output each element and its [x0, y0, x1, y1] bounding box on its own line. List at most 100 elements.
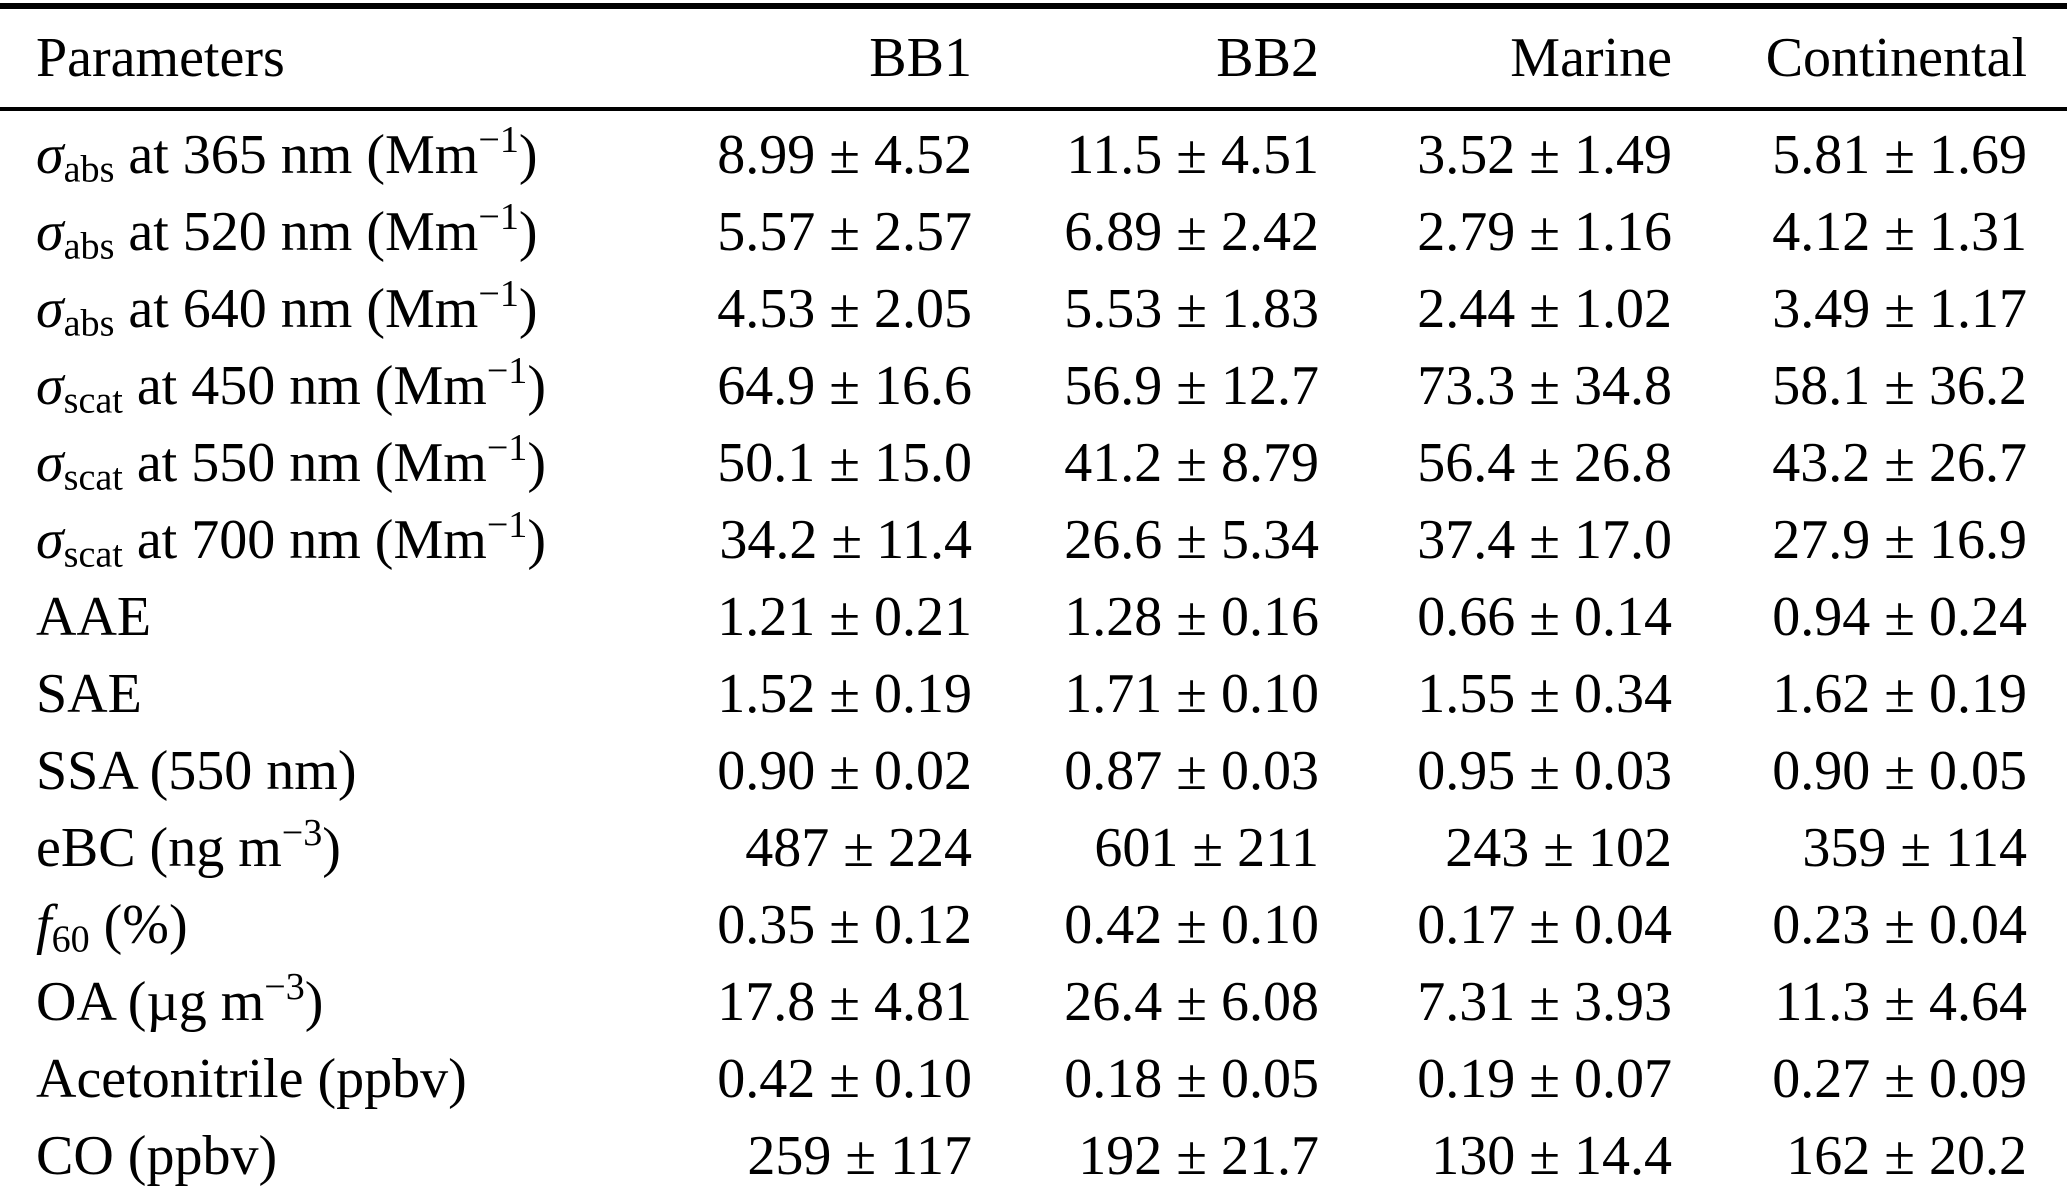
value-marine-f60: 0.17 ± 0.04 — [1417, 894, 1672, 956]
value-bb1-sigma-scat-700nm: 34.2 ± 11.4 — [719, 509, 972, 571]
label-fragment: 60 — [51, 918, 90, 961]
value-marine-co: 130 ± 14.4 — [1431, 1125, 1672, 1187]
param-label-ebc: eBC (ng m−3) — [0, 804, 680, 881]
value-bb2-oa: 26.4 ± 6.08 — [1064, 971, 1319, 1033]
column-header-bb1: BB1 — [680, 9, 973, 111]
table-row-sigma-abs-640nm: σabs at 640 nm (Mm−1) 4.53 ± 2.05 5.53 ± 1… — [0, 265, 2067, 342]
column-header-marine: Marine — [1320, 9, 1673, 111]
param-label-f60: f60 (%) — [0, 881, 680, 958]
value-continental-sigma-abs-365nm: 5.81 ± 1.69 — [1772, 124, 2027, 186]
param-label-sigma-scat-550nm: σscat at 550 nm (Mm−1) — [0, 419, 680, 496]
table-row-ebc: eBC (ng m−3) 487 ± 224 601 ± 211 243 ± 102 3… — [0, 804, 2067, 881]
param-label-sigma-scat-450nm: σscat at 450 nm (Mm−1) — [0, 342, 680, 419]
label-fragment: (%) — [89, 894, 188, 956]
value-bb1-sigma-abs-640nm: 4.53 ± 2.05 — [717, 278, 972, 340]
label-fragment: σ — [36, 432, 64, 494]
param-label-ssa-550nm: SSA (550 nm) — [0, 727, 680, 804]
label-fragment: at 520 nm (Mm — [114, 201, 479, 263]
label-fragment: −1 — [478, 119, 519, 162]
label-fragment: ) — [527, 432, 546, 494]
value-bb2-co: 192 ± 21.7 — [1078, 1125, 1319, 1187]
label-fragment: at 365 nm (Mm — [114, 124, 479, 186]
value-bb2-sae: 1.71 ± 0.10 — [1064, 663, 1319, 725]
value-continental-sigma-abs-520nm: 4.12 ± 1.31 — [1772, 201, 2027, 263]
label-fragment: ) — [518, 124, 538, 186]
label-fragment: σ — [36, 509, 64, 571]
label-fragment: −1 — [486, 504, 528, 547]
table-row-acetonitrile: Acetonitrile (ppbv) 0.42 ± 0.10 0.18 ± 0.0… — [0, 1035, 2067, 1112]
value-continental-acetonitrile: 0.27 ± 0.09 — [1772, 1048, 2027, 1110]
value-continental-ssa-550nm: 0.90 ± 0.05 — [1772, 740, 2027, 802]
column-header-bb2: BB2 — [973, 9, 1320, 111]
label-fragment: ) — [518, 278, 538, 340]
value-continental-aae: 0.94 ± 0.24 — [1772, 586, 2027, 648]
label-fragment: σ — [36, 355, 64, 417]
label-fragment: abs — [63, 302, 115, 345]
label-fragment: scat — [63, 379, 123, 422]
value-marine-aae: 0.66 ± 0.14 — [1417, 586, 1672, 648]
label-fragment: ) — [518, 201, 538, 263]
value-bb2-ebc: 601 ± 211 — [1094, 817, 1319, 879]
table-row-aae: AAE 1.21 ± 0.21 1.28 ± 0.16 0.66 ± 0.14 0.94… — [0, 573, 2067, 650]
value-marine-sigma-abs-365nm: 3.52 ± 1.49 — [1417, 124, 1672, 186]
label-fragment: abs — [63, 148, 115, 191]
value-marine-oa: 7.31 ± 3.93 — [1417, 971, 1672, 1033]
param-label-sigma-abs-520nm: σabs at 520 nm (Mm−1) — [0, 188, 680, 265]
label-fragment: ) — [527, 355, 546, 417]
label-fragment: Acetonitrile (ppbv) — [36, 1048, 467, 1110]
value-bb1-sae: 1.52 ± 0.19 — [717, 663, 972, 725]
value-bb2-sigma-scat-700nm: 26.6 ± 5.34 — [1064, 509, 1319, 571]
value-marine-acetonitrile: 0.19 ± 0.07 — [1417, 1048, 1672, 1110]
label-fragment: −1 — [486, 427, 528, 470]
value-bb1-aae: 1.21 ± 0.21 — [717, 586, 972, 648]
value-bb2-f60: 0.42 ± 0.10 — [1064, 894, 1319, 956]
value-bb1-oa: 17.8 ± 4.81 — [717, 971, 972, 1033]
label-fragment: −3 — [264, 966, 305, 1009]
value-bb1-sigma-abs-365nm: 8.99 ± 4.52 — [717, 124, 972, 186]
value-continental-ebc: 359 ± 114 — [1802, 817, 2027, 879]
label-fragment: −1 — [478, 273, 519, 316]
label-fragment: SAE — [36, 663, 142, 725]
parameters-table: Parameters BB1 BB2 Marine Continental σa… — [0, 3, 2067, 1199]
value-continental-co: 162 ± 20.2 — [1786, 1125, 2027, 1187]
label-fragment: σ — [36, 278, 64, 340]
value-bb1-ebc: 487 ± 224 — [745, 817, 972, 879]
label-fragment: σ — [36, 201, 64, 263]
value-bb2-sigma-scat-550nm: 41.2 ± 8.79 — [1064, 432, 1319, 494]
header-row: Parameters BB1 BB2 Marine Continental — [0, 9, 2067, 111]
value-continental-sigma-abs-640nm: 3.49 ± 1.17 — [1772, 278, 2027, 340]
label-fragment: AAE — [36, 586, 152, 648]
value-marine-sigma-abs-640nm: 2.44 ± 1.02 — [1417, 278, 1672, 340]
label-fragment: −3 — [281, 812, 323, 855]
label-fragment: abs — [63, 225, 115, 268]
label-fragment: ) — [322, 817, 341, 879]
value-continental-sigma-scat-550nm: 43.2 ± 26.7 — [1772, 432, 2027, 494]
param-label-sigma-abs-640nm: σabs at 640 nm (Mm−1) — [0, 265, 680, 342]
label-fragment: CO (ppbv) — [36, 1125, 278, 1187]
table-row-sigma-abs-365nm: σabs at 365 nm (Mm−1) 8.99 ± 4.52 11.5 ± 4… — [0, 109, 2067, 188]
value-continental-oa: 11.3 ± 4.64 — [1774, 971, 2027, 1033]
label-fragment: at 450 nm (Mm — [122, 355, 487, 417]
label-fragment: at 640 nm (Mm — [114, 278, 479, 340]
value-bb2-sigma-scat-450nm: 56.9 ± 12.7 — [1064, 355, 1319, 417]
value-continental-f60: 0.23 ± 0.04 — [1772, 894, 2027, 956]
value-marine-ssa-550nm: 0.95 ± 0.03 — [1417, 740, 1672, 802]
param-label-sigma-scat-700nm: σscat at 700 nm (Mm−1) — [0, 496, 680, 573]
value-bb1-co: 259 ± 117 — [747, 1125, 972, 1187]
table-row-sigma-scat-700nm: σscat at 700 nm (Mm−1) 34.2 ± 11.4 26.6 ± … — [0, 496, 2067, 573]
value-bb1-ssa-550nm: 0.90 ± 0.02 — [717, 740, 972, 802]
table-row-sae: SAE 1.52 ± 0.19 1.71 ± 0.10 1.55 ± 0.34 1.62… — [0, 650, 2067, 727]
value-marine-sae: 1.55 ± 0.34 — [1417, 663, 1672, 725]
value-bb2-aae: 1.28 ± 0.16 — [1064, 586, 1319, 648]
label-fragment: scat — [63, 456, 123, 499]
value-bb1-sigma-scat-550nm: 50.1 ± 15.0 — [717, 432, 972, 494]
table-row-ssa-550nm: SSA (550 nm) 0.90 ± 0.02 0.87 ± 0.03 0.95 ±… — [0, 727, 2067, 804]
label-fragment: SSA (550 nm) — [36, 740, 357, 802]
label-fragment: −1 — [478, 196, 519, 239]
value-marine-ebc: 243 ± 102 — [1445, 817, 1672, 879]
table-row-f60: f60 (%) 0.35 ± 0.12 0.42 ± 0.10 0.17 ± 0.04… — [0, 881, 2067, 958]
table-row-sigma-scat-450nm: σscat at 450 nm (Mm−1) 64.9 ± 16.6 56.9 ± … — [0, 342, 2067, 419]
table-row-sigma-scat-550nm: σscat at 550 nm (Mm−1) 50.1 ± 15.0 41.2 ± … — [0, 419, 2067, 496]
value-bb1-f60: 0.35 ± 0.12 — [717, 894, 972, 956]
label-fragment: eBC (ng m — [36, 817, 282, 879]
